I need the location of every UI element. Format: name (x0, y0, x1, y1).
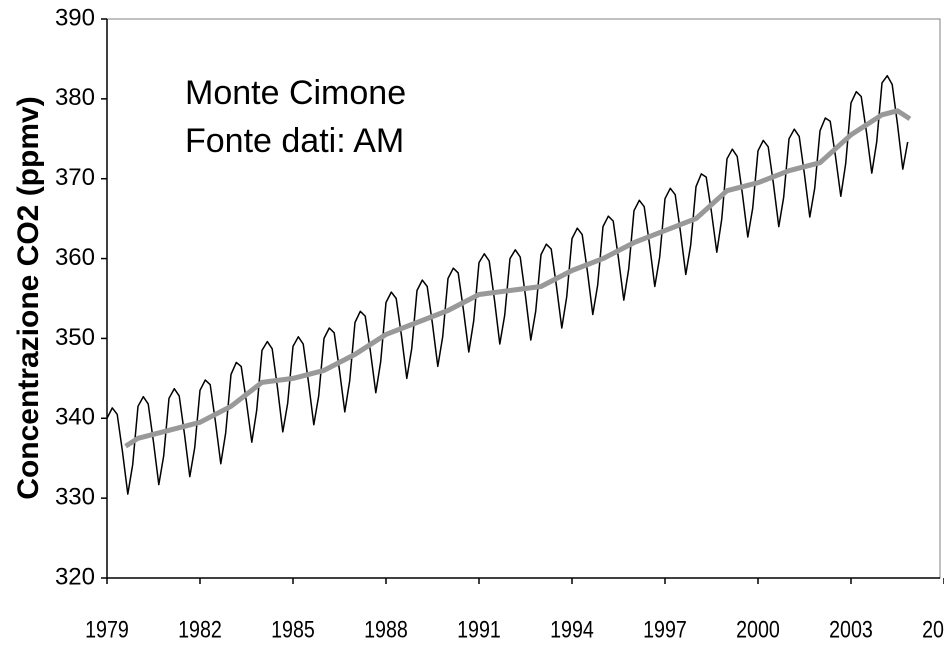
x-tick-label: 1991 (457, 615, 501, 642)
x-tick-label: 1988 (364, 615, 408, 642)
x-tick-label: 1982 (178, 615, 222, 642)
x-tick-label: 1985 (271, 615, 315, 642)
x-tick-label: 1979 (85, 615, 129, 642)
y-tick-label: 340 (55, 404, 95, 431)
y-tick-label: 360 (55, 244, 95, 271)
y-tick-label: 320 (55, 563, 95, 590)
y-tick-label: 350 (55, 324, 95, 351)
annotation: Monte Cimone (185, 74, 406, 112)
y-tick-label: 370 (55, 164, 95, 191)
y-axis-label: Concentrazione CO2 (ppmv) (12, 96, 45, 499)
series-line (106, 74, 909, 495)
y-tick-label: 390 (55, 4, 95, 31)
x-tick-label: 1994 (550, 615, 594, 642)
x-tick-label: 2000 (736, 615, 780, 642)
annotation: Fonte dati: AM (185, 122, 404, 160)
series-line (124, 108, 912, 449)
y-tick-label: 330 (55, 483, 95, 510)
x-tick-label: 1997 (643, 615, 687, 642)
x-tick-label: 2006 (922, 615, 944, 642)
x-tick-label: 2003 (829, 615, 873, 642)
y-tick-label: 380 (55, 84, 95, 111)
